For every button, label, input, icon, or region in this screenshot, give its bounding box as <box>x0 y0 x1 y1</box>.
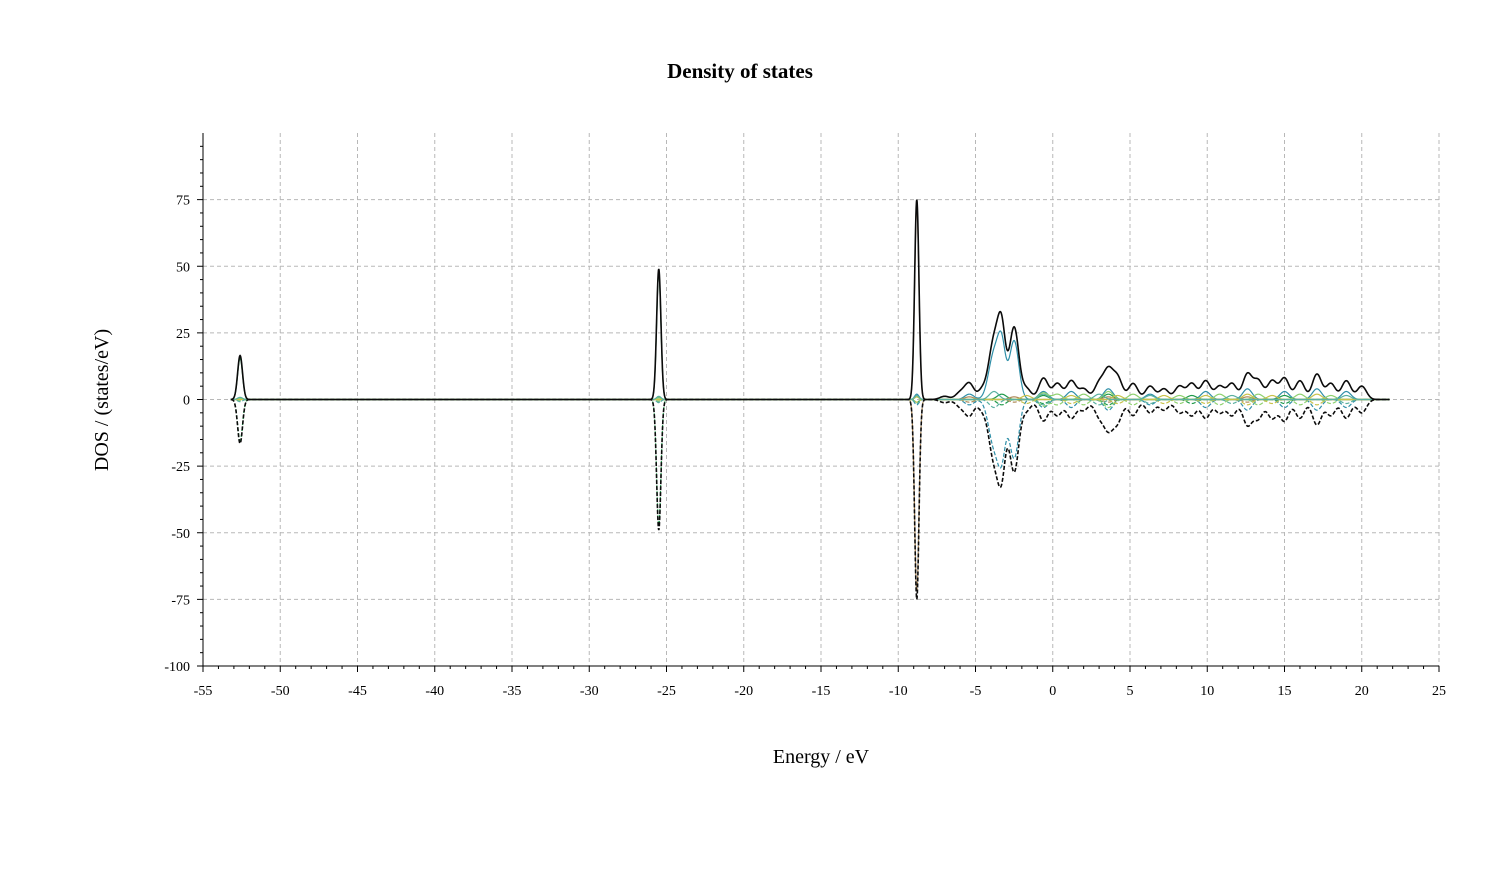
dos-series-up-1 <box>230 272 1390 401</box>
x-tick-label: 20 <box>1355 684 1369 699</box>
x-tick-label: 25 <box>1432 684 1446 699</box>
axes <box>197 133 1440 672</box>
series-lines <box>230 199 1390 600</box>
x-tick-label: -55 <box>194 684 213 699</box>
x-tick-label: 15 <box>1278 684 1292 699</box>
dos-series-down-1 <box>230 398 1390 527</box>
chart-title: Density of states <box>667 59 813 83</box>
x-tick-label: 5 <box>1127 684 1134 699</box>
x-tick-label: 10 <box>1200 684 1214 699</box>
tick-labels: -55 -50 -45 -40 -35 -30 -25 -20 -15 -10 -5 0 5 10 15 20… <box>164 194 1446 699</box>
y-tick-label: 75 <box>176 194 190 209</box>
x-tick-label: -20 <box>734 684 753 699</box>
y-tick-label: 0 <box>183 394 190 409</box>
dos-series-up-2 <box>230 207 1390 401</box>
x-tick-label: -30 <box>580 684 599 699</box>
x-tick-label: -40 <box>425 684 444 699</box>
y-axis-label: DOS / (states/eV) <box>91 329 113 471</box>
x-tick-label: -25 <box>657 684 676 699</box>
x-tick-label: 0 <box>1049 684 1056 699</box>
dos-series-down-2 <box>230 398 1390 592</box>
x-tick-label: -15 <box>812 684 831 699</box>
x-tick-label: -10 <box>889 684 908 699</box>
y-tick-label: -75 <box>171 593 190 608</box>
x-tick-label: -5 <box>970 684 982 699</box>
dos-series-up-6 <box>230 199 1390 401</box>
y-tick-label: 25 <box>176 327 190 342</box>
x-tick-label: -45 <box>348 684 367 699</box>
dos-series-down-6 <box>230 398 1390 600</box>
y-tick-label: -25 <box>171 460 190 475</box>
y-tick-label: -100 <box>164 660 190 675</box>
x-axis-label: Energy / eV <box>773 746 870 768</box>
y-tick-label: 50 <box>176 260 190 275</box>
y-tick-label: -50 <box>171 527 190 542</box>
x-tick-label: -35 <box>503 684 522 699</box>
x-tick-label: -50 <box>271 684 290 699</box>
